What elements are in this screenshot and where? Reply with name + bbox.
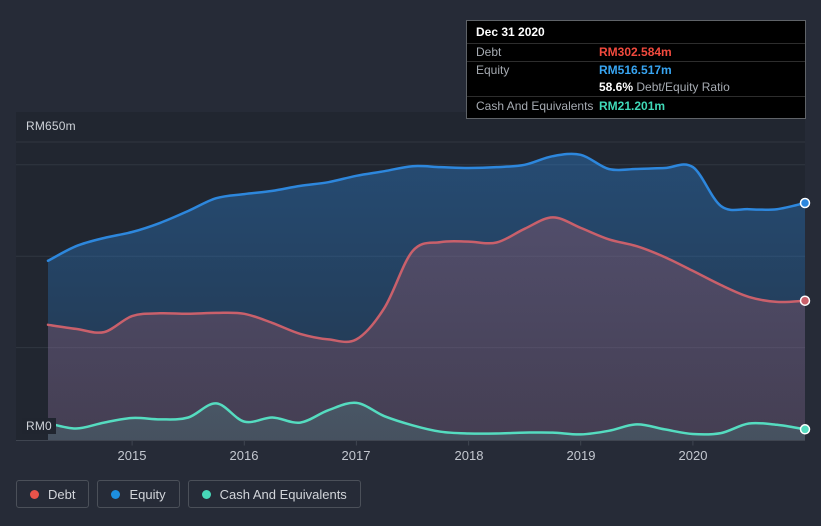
- tooltip-equity-value: RM516.517m: [599, 63, 672, 77]
- tooltip-ratio-row: 58.6% Debt/Equity Ratio: [467, 79, 805, 97]
- cash-legend-dot: [201, 489, 211, 499]
- legend-item-label: Debt: [48, 486, 76, 502]
- cash-area: [48, 402, 805, 441]
- x-tick-label: 2017: [341, 448, 371, 463]
- y-axis-zero-label: RM0: [22, 418, 56, 434]
- equity-line[interactable]: [46, 152, 807, 263]
- legend-item-cash[interactable]: Cash And Equivalents: [187, 480, 361, 508]
- chart-tooltip: Dec 31 2020 Debt RM302.584m Equity RM516…: [466, 20, 806, 119]
- tooltip-ratio-value: 58.6%: [599, 80, 634, 94]
- tooltip-debt-value: RM302.584m: [599, 45, 672, 59]
- cash-endpoint-dot: [799, 424, 811, 435]
- tooltip-ratio-label: Debt/Equity Ratio: [636, 80, 730, 94]
- x-tick-label: 2019: [566, 448, 596, 463]
- equity-legend-dot: [111, 489, 121, 499]
- tooltip-cash-label: Cash And Equivalents: [476, 99, 594, 113]
- chart-legend: Debt Equity Cash And Equivalents: [16, 480, 361, 508]
- tooltip-equity-label: Equity: [476, 63, 510, 77]
- tooltip-equity-row: Equity RM516.517m: [467, 62, 805, 79]
- y-axis-max-label: RM650m: [26, 119, 76, 133]
- debt-endpoint-dot: [799, 295, 811, 306]
- debt-legend-dot: [30, 489, 39, 499]
- legend-item-label: Cash And Equivalents: [219, 486, 347, 502]
- tooltip-cash-value: RM21.201m: [599, 99, 666, 113]
- x-tick-label: 2018: [454, 448, 484, 463]
- x-tick-label: 2016: [229, 448, 259, 463]
- tooltip-debt-row: Debt RM302.584m: [467, 44, 805, 62]
- legend-item-equity[interactable]: Equity: [97, 480, 180, 508]
- tooltip-date: Dec 31 2020: [467, 21, 805, 44]
- x-tick-label: 2020: [678, 448, 708, 463]
- debt-line[interactable]: [46, 216, 807, 344]
- legend-item-debt[interactable]: Debt: [16, 480, 90, 508]
- debt-area: [48, 217, 805, 441]
- legend-item-label: Equity: [129, 486, 166, 502]
- tooltip-cash-row: Cash And Equivalents RM21.201m: [467, 97, 805, 118]
- equity-endpoint-dot: [799, 197, 811, 209]
- x-tick-label: 2015: [117, 448, 147, 463]
- tooltip-debt-label: Debt: [476, 45, 502, 59]
- cash-line[interactable]: [46, 401, 807, 436]
